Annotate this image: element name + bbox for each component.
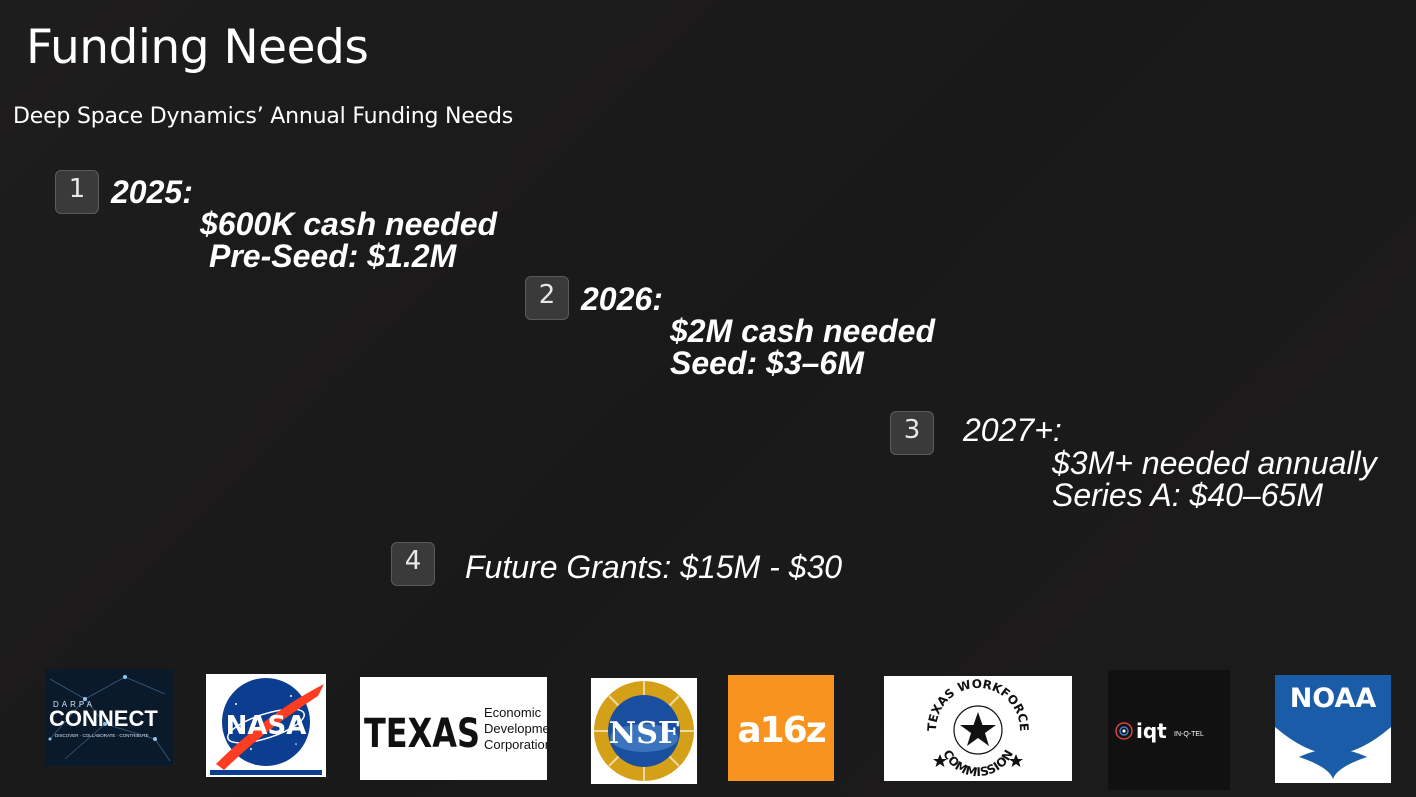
texas-workforce-commission-logo: TEXAS WORKFORCE COMMISSION — [884, 676, 1072, 781]
iqt-sub-text: IN-Q-TEL — [1174, 731, 1204, 738]
a16z-logo: a16z — [728, 675, 834, 781]
milestone-3-cash: $3M+ needed annually — [1052, 445, 1377, 481]
texas-line3: Corporation — [484, 737, 547, 752]
page-subtitle: Deep Space Dynamics’ Annual Funding Need… — [13, 104, 514, 129]
texas-word: TEXAS — [364, 711, 480, 757]
nasa-text: NASA — [226, 711, 307, 741]
darpa-main-text: CONNECT — [49, 706, 158, 731]
a16z-text: a16z — [737, 710, 825, 751]
milestone-2-cash: $2M cash needed — [670, 313, 935, 349]
noaa-logo: NOAA — [1275, 675, 1391, 783]
darpa-top-text: DARPA — [53, 700, 95, 709]
noaa-text: NOAA — [1290, 683, 1377, 714]
twc-bottom-text: COMMISSION — [940, 747, 1016, 779]
milestone-4-number: 4 — [391, 542, 435, 586]
milestone-1-year: 2025: — [111, 174, 193, 210]
milestone-2-number: 2 — [525, 276, 569, 320]
svg-text:COMMISSION: COMMISSION — [940, 747, 1016, 779]
milestone-3-number: 3 — [890, 411, 934, 455]
milestone-4-label: Future Grants: $15M - $30 — [465, 549, 843, 585]
iqt-text: iqt — [1136, 719, 1167, 743]
darpa-tagline: DISCOVER · COLLABORATE · CONTRIBUTE — [55, 733, 149, 738]
page-title: Funding Needs — [26, 20, 369, 75]
nasa-logo: NASA — [206, 674, 326, 777]
darpa-connect-logo: DARPA CONNECT DISCOVER · COLLABORATE · C… — [45, 669, 173, 766]
nsf-text: NSF — [609, 716, 679, 751]
milestone-3-round: Series A: $40–65M — [1052, 477, 1323, 513]
texas-line2: Development — [484, 721, 547, 736]
milestone-3-year: 2027+: — [963, 412, 1062, 448]
milestone-1-cash: $600K cash needed — [200, 206, 498, 242]
milestone-1-number: 1 — [55, 170, 99, 214]
texas-line1: Economic — [484, 705, 542, 720]
milestone-2-year: 2026: — [581, 281, 663, 317]
texas-edc-logo: TEXAS Economic Development Corporation — [360, 677, 547, 780]
nsf-logo: NSF — [591, 678, 697, 784]
milestone-1-round: Pre-Seed: $1.2M — [209, 238, 457, 274]
milestone-2-round: Seed: $3–6M — [670, 345, 864, 381]
in-q-tel-logo: iqt IN-Q-TEL — [1108, 670, 1230, 790]
